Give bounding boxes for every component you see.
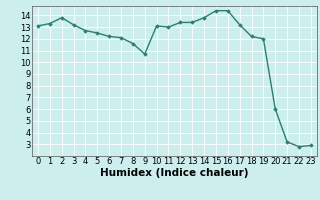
- X-axis label: Humidex (Indice chaleur): Humidex (Indice chaleur): [100, 168, 249, 178]
